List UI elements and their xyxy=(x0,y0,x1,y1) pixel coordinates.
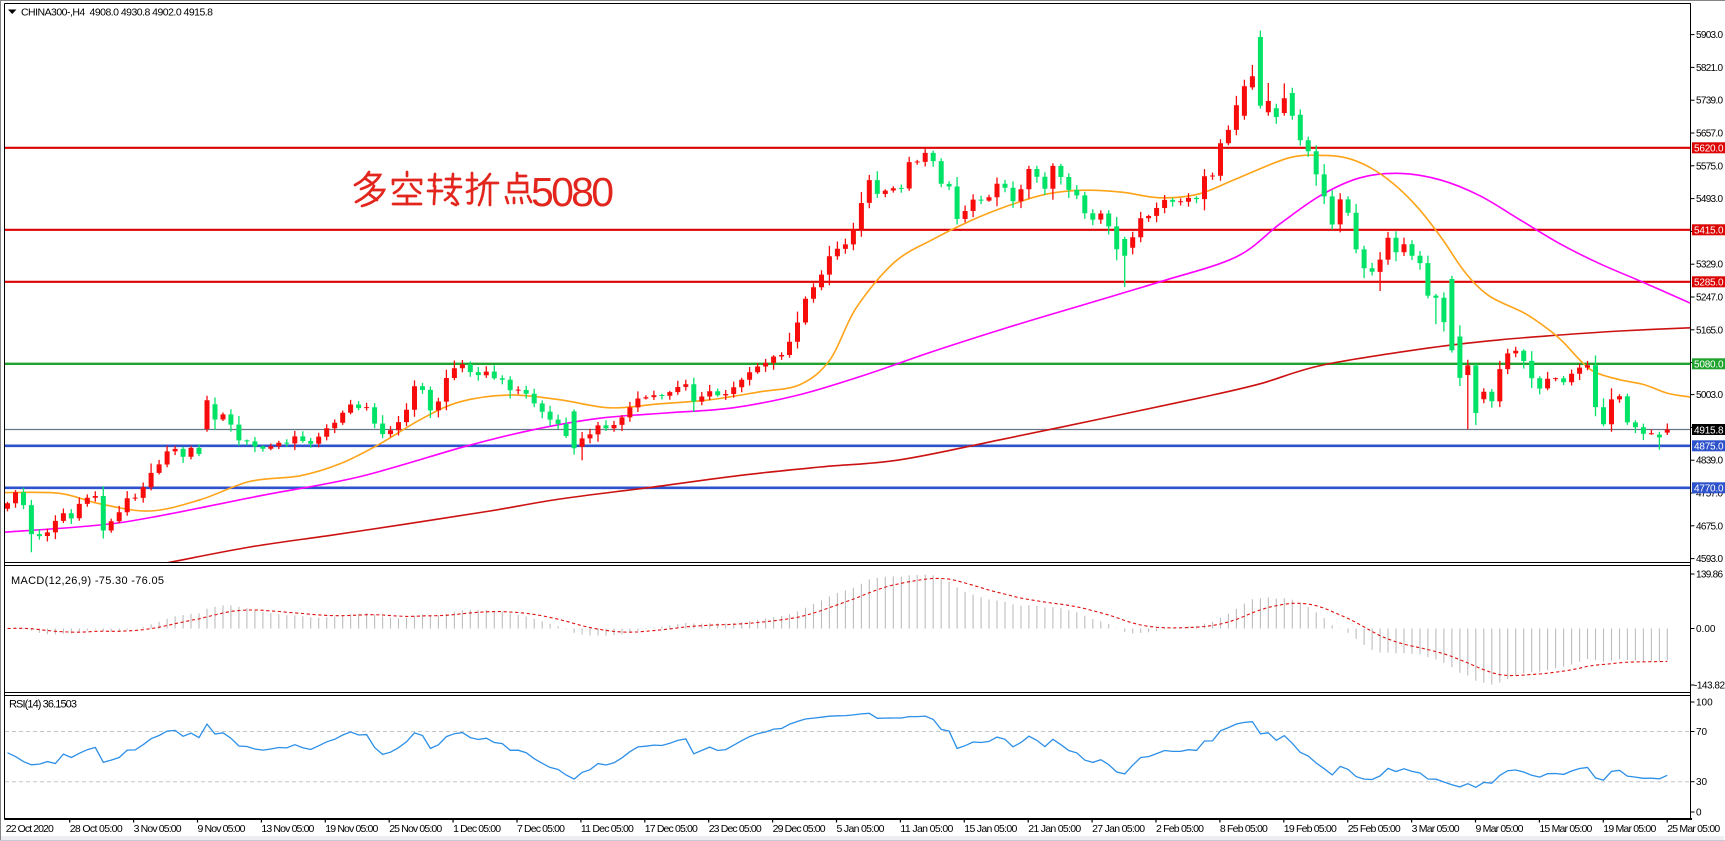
svg-text:4839.0: 4839.0 xyxy=(1696,456,1723,467)
svg-text:4875.0: 4875.0 xyxy=(1694,442,1724,453)
svg-text:5 Jan 05:00: 5 Jan 05:00 xyxy=(837,823,885,835)
svg-text:4915.8: 4915.8 xyxy=(1694,425,1724,436)
svg-text:70: 70 xyxy=(1696,727,1708,738)
svg-text:9 Nov 05:00: 9 Nov 05:00 xyxy=(198,823,246,835)
svg-text:100: 100 xyxy=(1696,698,1713,709)
svg-text:15 Mar 05:00: 15 Mar 05:00 xyxy=(1539,823,1592,835)
svg-text:CHINA300-,H4 4908.0 4930.8 49: CHINA300-,H4 4908.0 4930.8 4902.0 4915.8 xyxy=(21,7,213,19)
svg-text:4593.0: 4593.0 xyxy=(1696,554,1723,565)
svg-text:5620.0: 5620.0 xyxy=(1694,144,1724,155)
svg-text:19 Nov 05:00: 19 Nov 05:00 xyxy=(325,823,378,835)
svg-text:25 Nov 05:00: 25 Nov 05:00 xyxy=(389,823,442,835)
svg-text:5247.0: 5247.0 xyxy=(1696,293,1723,304)
svg-text:5821.0: 5821.0 xyxy=(1696,63,1723,74)
svg-text:19 Feb 05:00: 19 Feb 05:00 xyxy=(1284,823,1337,835)
svg-text:1 Dec 05:00: 1 Dec 05:00 xyxy=(453,823,501,835)
svg-text:21 Jan 05:00: 21 Jan 05:00 xyxy=(1028,823,1081,835)
svg-text:5080: 5080 xyxy=(531,169,614,215)
svg-text:139.86: 139.86 xyxy=(1696,570,1723,581)
svg-text:25 Mar 05:00: 25 Mar 05:00 xyxy=(1667,823,1720,835)
svg-text:22 Oct 2020: 22 Oct 2020 xyxy=(6,823,54,835)
svg-text:29 Dec 05:00: 29 Dec 05:00 xyxy=(773,823,826,835)
svg-text:4770.0: 4770.0 xyxy=(1694,484,1724,495)
svg-text:5739.0: 5739.0 xyxy=(1696,96,1723,107)
svg-text:11 Jan 05:00: 11 Jan 05:00 xyxy=(900,823,953,835)
svg-text:4757.0: 4757.0 xyxy=(1696,489,1723,500)
svg-text:5657.0: 5657.0 xyxy=(1696,129,1723,140)
svg-text:17 Dec 05:00: 17 Dec 05:00 xyxy=(645,823,698,835)
svg-text:0: 0 xyxy=(1696,808,1702,819)
svg-text:0.00: 0.00 xyxy=(1696,624,1716,635)
svg-text:3 Nov 05:00: 3 Nov 05:00 xyxy=(134,823,182,835)
svg-text:13 Nov 05:00: 13 Nov 05:00 xyxy=(261,823,314,835)
svg-text:5493.0: 5493.0 xyxy=(1696,194,1723,205)
svg-text:5285.0: 5285.0 xyxy=(1694,278,1724,289)
svg-text:30: 30 xyxy=(1696,777,1708,788)
svg-text:8 Feb 05:00: 8 Feb 05:00 xyxy=(1220,823,1268,835)
svg-text:2 Feb 05:00: 2 Feb 05:00 xyxy=(1156,823,1204,835)
svg-text:9 Mar 05:00: 9 Mar 05:00 xyxy=(1476,823,1524,835)
svg-text:MACD(12,26,9) -75.30 -76.05: MACD(12,26,9) -75.30 -76.05 xyxy=(11,575,164,587)
svg-text:5575.0: 5575.0 xyxy=(1696,161,1723,172)
svg-text:25 Feb 05:00: 25 Feb 05:00 xyxy=(1348,823,1401,835)
svg-text:15 Jan 05:00: 15 Jan 05:00 xyxy=(964,823,1017,835)
svg-text:19 Mar 05:00: 19 Mar 05:00 xyxy=(1603,823,1656,835)
svg-text:5329.0: 5329.0 xyxy=(1696,260,1723,271)
svg-text:5903.0: 5903.0 xyxy=(1696,30,1723,41)
svg-text:23 Dec 05:00: 23 Dec 05:00 xyxy=(709,823,762,835)
svg-text:RSI(14) 36.1503: RSI(14) 36.1503 xyxy=(9,699,77,711)
svg-text:5165.0: 5165.0 xyxy=(1696,325,1723,336)
svg-text:28 Oct 05:00: 28 Oct 05:00 xyxy=(70,823,123,835)
svg-text:-143.82: -143.82 xyxy=(1694,681,1725,692)
svg-text:3 Mar 05:00: 3 Mar 05:00 xyxy=(1412,823,1460,835)
svg-text:11 Dec 05:00: 11 Dec 05:00 xyxy=(581,823,634,835)
svg-text:5003.0: 5003.0 xyxy=(1696,390,1723,401)
svg-text:7 Dec 05:00: 7 Dec 05:00 xyxy=(517,823,565,835)
svg-text:27 Jan 05:00: 27 Jan 05:00 xyxy=(1092,823,1145,835)
svg-text:5415.0: 5415.0 xyxy=(1694,226,1724,237)
svg-text:4675.0: 4675.0 xyxy=(1696,521,1723,532)
svg-text:5080.0: 5080.0 xyxy=(1694,360,1724,371)
